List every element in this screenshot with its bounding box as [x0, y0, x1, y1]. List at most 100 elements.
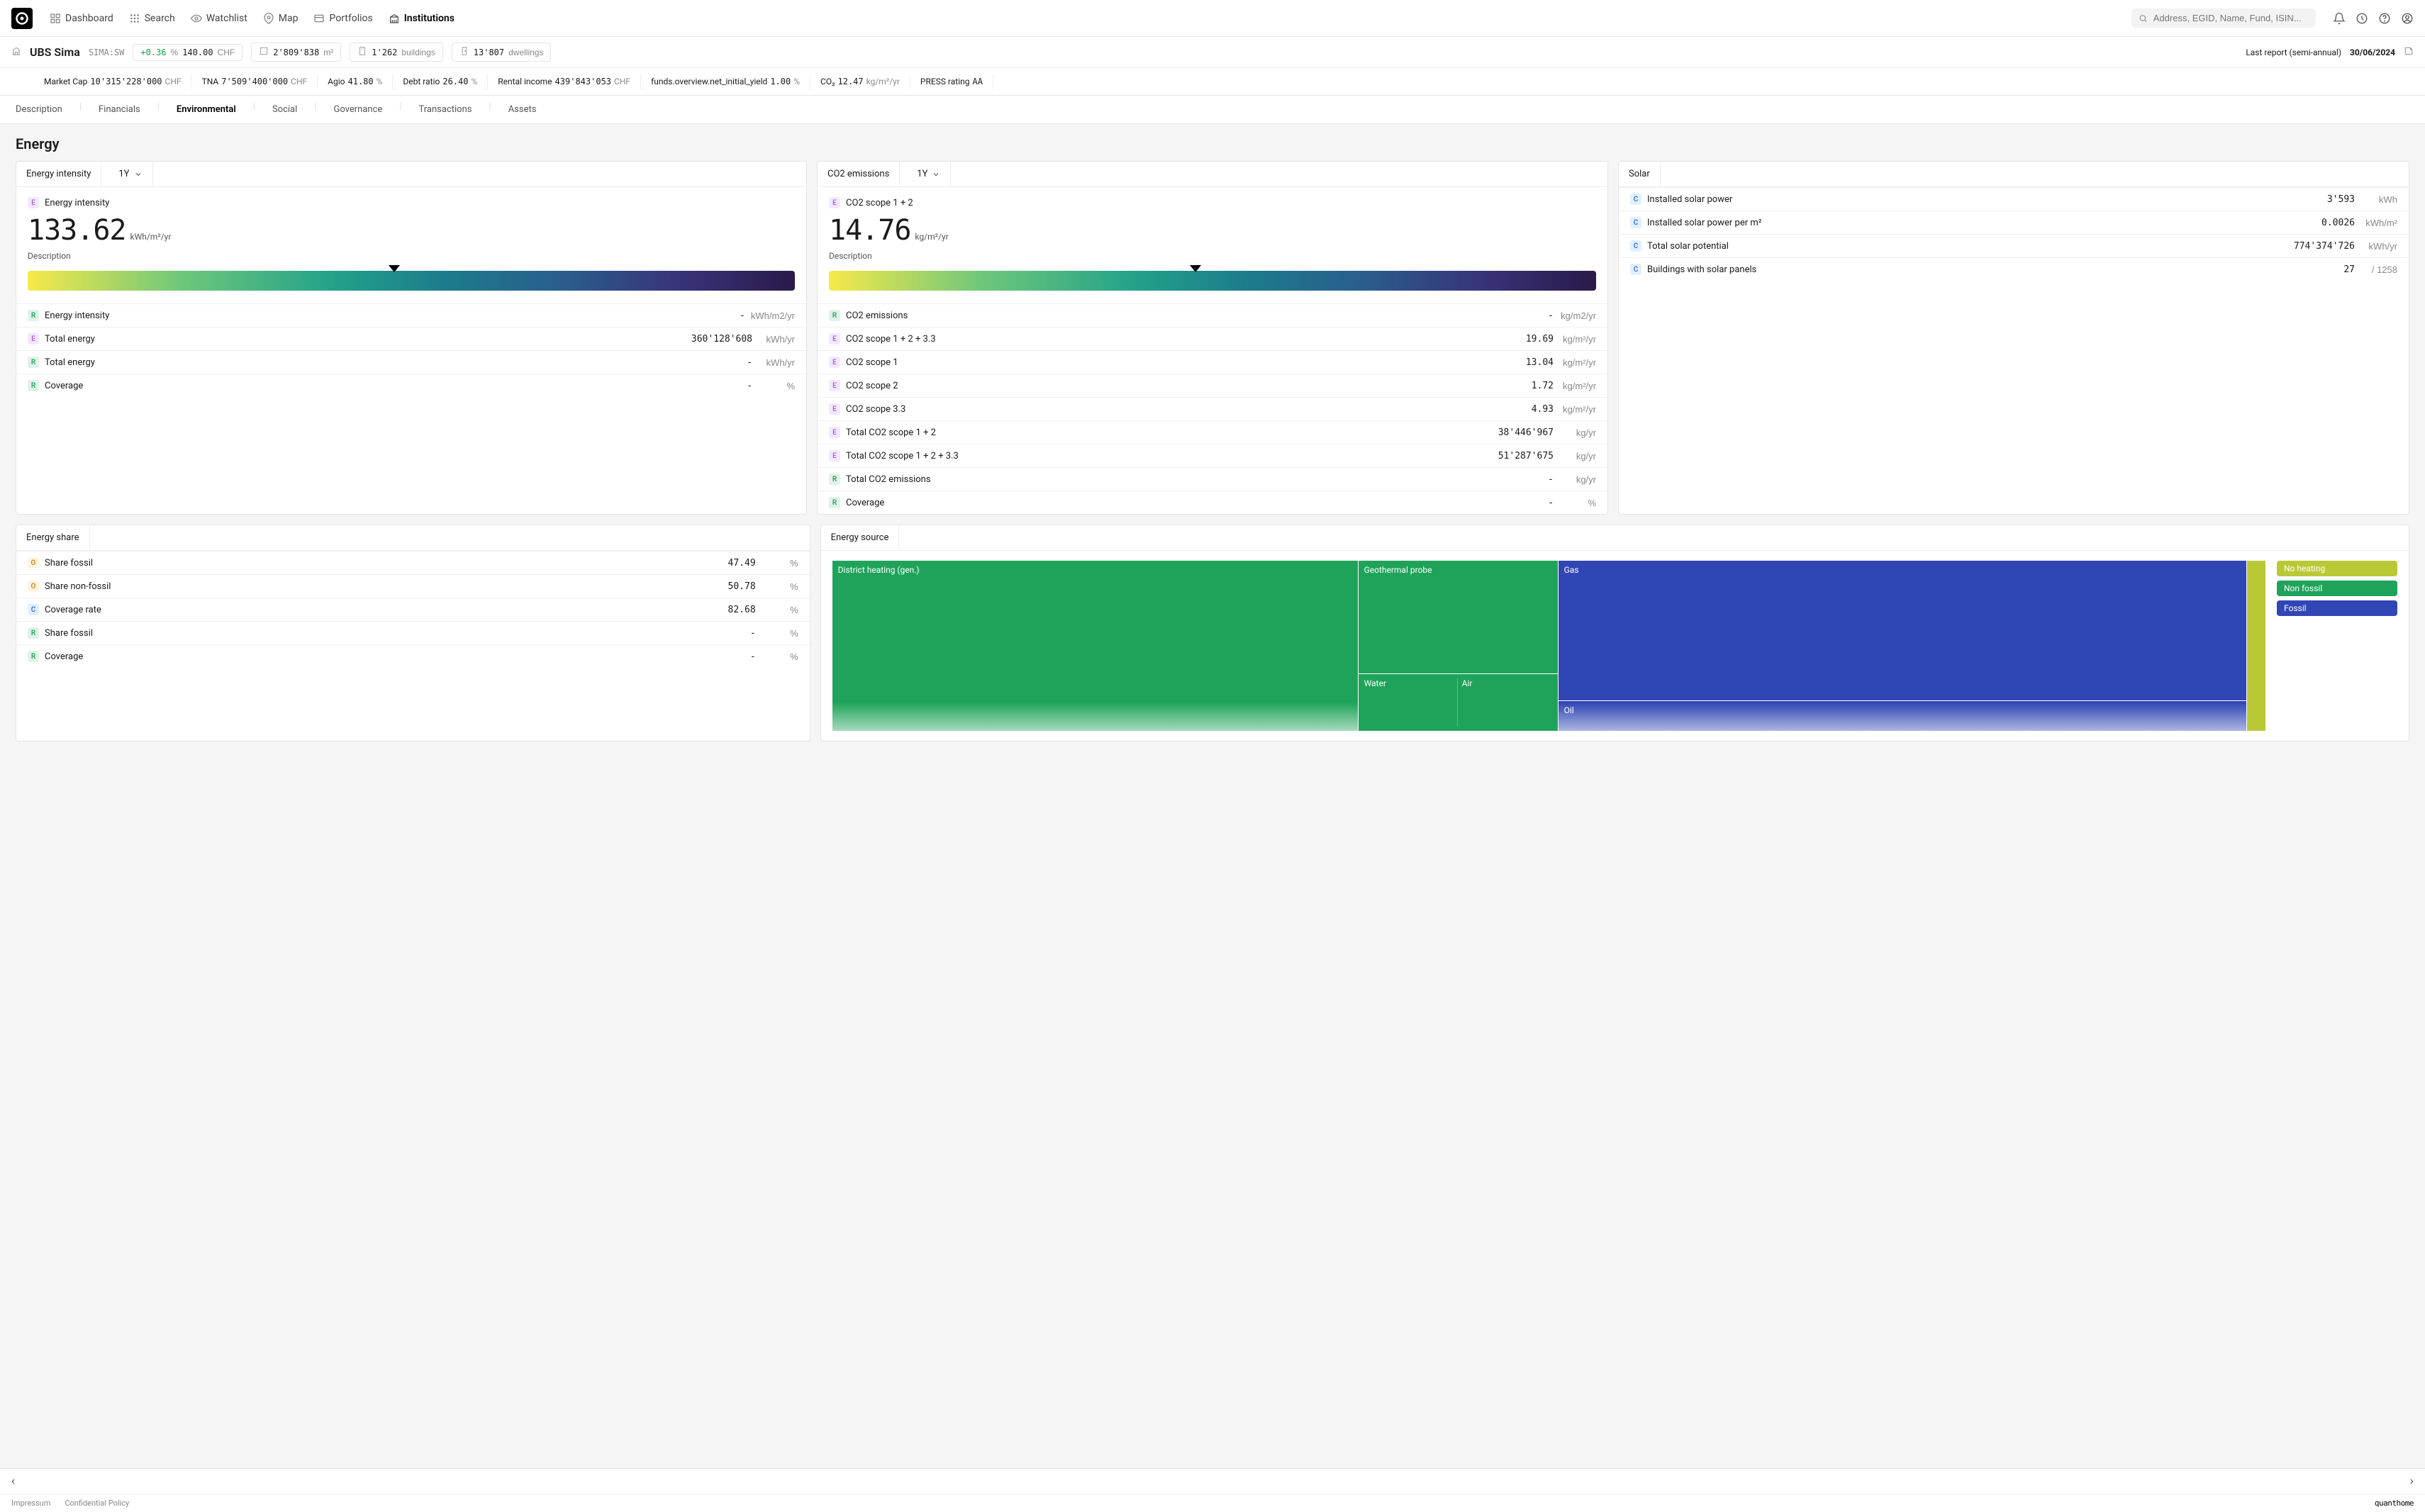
export-icon[interactable] — [2404, 46, 2414, 58]
section-tabs: Description|Financials|Environmental|Soc… — [0, 96, 2425, 124]
prev-button[interactable]: ‹ — [11, 1475, 15, 1488]
chevron-down-icon — [932, 170, 940, 179]
history-icon[interactable] — [2356, 12, 2368, 25]
metric-agio: Agio41.80% — [318, 74, 393, 89]
legend-fossil[interactable]: Fossil — [2277, 600, 2397, 616]
energy-share-panel: Energy share OShare fossil47.49%OShare n… — [16, 525, 810, 741]
co2-value: 14.76 — [829, 214, 910, 247]
treemap-cell-gas[interactable]: Gas — [1559, 561, 2247, 700]
metric-tna: TNA7'509'400'000CHF — [192, 74, 318, 89]
tab-governance[interactable]: Governance — [333, 101, 382, 118]
nav-dashboard[interactable]: Dashboard — [50, 13, 113, 24]
nav-map[interactable]: Map — [263, 13, 299, 24]
data-row: ETotal CO2 scope 1 + 2 + 3.351'287'675kg… — [818, 444, 1607, 467]
treemap-cell-geothermal[interactable]: Geothermal probe — [1359, 561, 1558, 673]
data-row: RCoverage-% — [818, 491, 1607, 514]
data-row: RCoverage-% — [16, 644, 810, 668]
brand-name: quanthome — [2375, 1499, 2414, 1508]
nav-portfolios[interactable]: Portfolios — [313, 13, 372, 24]
price-change: +0.36 — [140, 47, 166, 57]
nav-institutions[interactable]: Institutions — [389, 13, 455, 24]
panel-title: CO2 emissions — [818, 162, 900, 186]
data-row: OShare fossil47.49% — [16, 551, 810, 574]
policy-link[interactable]: Confidential Policy — [65, 1499, 129, 1508]
metrics-row: Market Cap10'315'228'000CHFTNA7'509'400'… — [0, 68, 2425, 95]
treemap-legend: No heating Non fossil Fossil — [2277, 561, 2397, 731]
metric-funds-overview-net-initial-yield: funds.overview.net_initial_yield1.00% — [641, 74, 810, 89]
period-selector[interactable]: 1Y — [108, 162, 152, 186]
energy-source-panel: Energy source District heating (gen.) Ge… — [820, 525, 2409, 741]
search-input[interactable] — [2153, 13, 2309, 23]
top-nav: Dashboard Search Watchlist Map Portfolios Ins… — [0, 0, 2425, 37]
door-icon — [459, 46, 469, 58]
data-row: ECO2 scope 113.04kg/m²/yr — [818, 350, 1607, 374]
tab-description[interactable]: Description — [16, 101, 62, 118]
section-title: Energy — [16, 135, 2409, 152]
main-nav: Dashboard Search Watchlist Map Portfolios Ins… — [50, 13, 455, 24]
user-icon[interactable] — [2401, 12, 2414, 25]
treemap-cell-district[interactable]: District heating (gen.) — [832, 561, 1358, 731]
co2-panel: CO2 emissions 1Y ECO2 scope 1 + 2 14.76k… — [817, 161, 1608, 515]
data-row: RTotal energy-kWh/yr — [16, 350, 806, 374]
treemap-cell-oil[interactable]: Oil — [1559, 701, 2247, 731]
data-row: OShare non-fossil50.78% — [16, 574, 810, 598]
next-button[interactable]: › — [2410, 1475, 2414, 1488]
area-chip: 2'809'838m² — [251, 43, 341, 62]
global-search[interactable] — [2131, 9, 2316, 28]
data-row: ETotal CO2 scope 1 + 238'446'967kg/yr — [818, 420, 1607, 444]
description-link[interactable]: Description — [829, 251, 1596, 261]
building-icon — [357, 46, 367, 58]
period-selector[interactable]: 1Y — [907, 162, 951, 186]
last-report-date: 30/06/2024 — [2350, 47, 2395, 57]
energy-intensity-value: 133.62 — [28, 214, 126, 247]
fund-ticker: SIMA:SW — [89, 47, 125, 57]
data-row: RShare fossil-% — [16, 621, 810, 644]
nav-search[interactable]: Search — [129, 13, 175, 24]
data-row: ETotal energy360'128'608kWh/yr — [16, 327, 806, 350]
bell-icon[interactable] — [2333, 12, 2346, 25]
tab-assets[interactable]: Assets — [508, 101, 537, 118]
institution-icon — [11, 46, 21, 59]
top-icons — [2333, 12, 2414, 25]
metric-co-: CO₂12.47kg/m²/yr — [810, 74, 910, 89]
fund-name: UBS Sima — [30, 45, 80, 59]
legend-non-fossil[interactable]: Non fossil — [2277, 581, 2397, 596]
intensity-gradient — [28, 271, 795, 291]
tab-transactions[interactable]: Transactions — [419, 101, 472, 118]
search-icon — [2139, 13, 2148, 23]
data-row: CBuildings with solar panels27/ 1258 — [1619, 257, 2409, 281]
buildings-chip: 1'262buildings — [350, 43, 443, 62]
data-row: CCoverage rate82.68% — [16, 598, 810, 621]
help-icon[interactable] — [2378, 12, 2391, 25]
last-report-label: Last report (semi-annual) — [2246, 47, 2341, 57]
panel-title: Energy source — [821, 525, 900, 550]
panel-title: Energy intensity — [16, 162, 101, 186]
data-row: ECO2 scope 1 + 2 + 3.319.69kg/m²/yr — [818, 327, 1607, 350]
data-row: RTotal CO2 emissions-kg/yr — [818, 467, 1607, 491]
metric-rental-income: Rental income439'843'053CHF — [488, 74, 641, 89]
data-row: CTotal solar potential774'374'726kWh/yr — [1619, 234, 2409, 257]
logo[interactable] — [11, 8, 33, 29]
metric-press-rating: PRESS ratingAA — [910, 74, 993, 89]
price-chip: +0.36 % 140.00 CHF — [133, 44, 242, 61]
legend-no-heating[interactable]: No heating — [2277, 561, 2397, 576]
energy-intensity-panel: Energy intensity 1Y EEnergy intensity 13… — [16, 161, 807, 515]
panel-title: Energy share — [16, 525, 90, 550]
tab-financials[interactable]: Financials — [99, 101, 140, 118]
treemap-cell-water-air[interactable]: Water Air — [1359, 674, 1558, 731]
treemap-cell-noheating[interactable] — [2247, 561, 2265, 731]
data-row: ECO2 scope 21.72kg/m²/yr — [818, 374, 1607, 397]
data-row: RCoverage-% — [16, 374, 806, 397]
nav-watchlist[interactable]: Watchlist — [191, 13, 247, 24]
fund-header: UBS Sima SIMA:SW +0.36 % 140.00 CHF 2'80… — [0, 37, 2425, 96]
tab-social[interactable]: Social — [272, 101, 297, 118]
description-link[interactable]: Description — [28, 251, 795, 261]
page-content: Energy Energy intensity 1Y EEnergy inten… — [0, 124, 2425, 784]
impressum-link[interactable]: Impressum — [11, 1499, 50, 1508]
data-row: REnergy intensity-kWh/m2/yr — [16, 303, 806, 327]
metric-debt-ratio: Debt ratio26.40% — [393, 74, 488, 89]
tab-environmental[interactable]: Environmental — [177, 101, 236, 118]
solar-panel: Solar CInstalled solar power3'593kWhCIns… — [1618, 161, 2409, 515]
dwellings-chip: 13'807dwellings — [452, 43, 552, 62]
data-row: ECO2 scope 3.34.93kg/m²/yr — [818, 397, 1607, 420]
